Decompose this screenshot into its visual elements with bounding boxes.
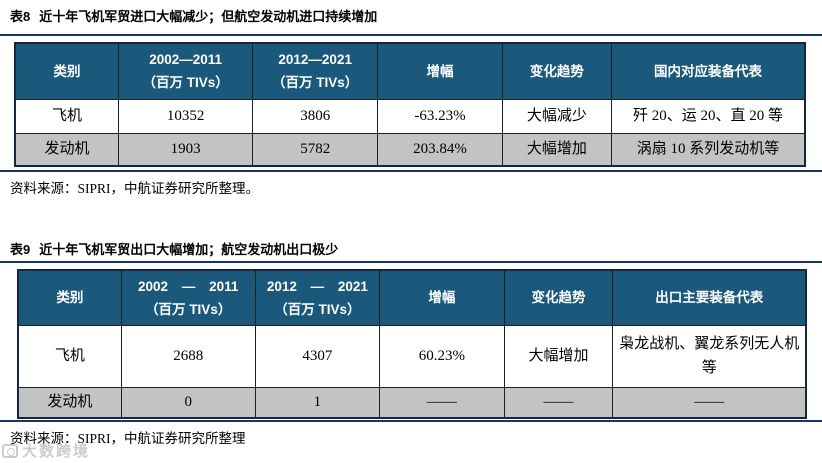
- table9-title-text: 近十年飞机军贸出口大幅增加；航空发动机出口极少: [39, 242, 339, 257]
- table8-title-label: 表8: [10, 9, 31, 24]
- table9-source: 资料来源：SIPRI，中航证券研究所整理: [10, 431, 246, 446]
- cell: 大幅增加: [503, 324, 614, 388]
- table8-header-equipment: 国内对应装备代表: [610, 42, 806, 100]
- divider-rule-top-table9: [0, 261, 822, 263]
- table8-header-2012-2021: 2012—2021 （百万 TIVs）: [252, 42, 379, 100]
- table9-header-change: 增幅: [379, 269, 505, 326]
- table9-title-label: 表9: [10, 242, 31, 257]
- divider-rule-bottom-table8: [0, 170, 822, 172]
- cell: 发动机: [17, 386, 122, 419]
- cell: 203.84%: [377, 132, 503, 167]
- cell: 大幅减少: [501, 98, 612, 134]
- table8-header-trend: 变化趋势: [501, 42, 612, 100]
- cell: 飞机: [17, 324, 122, 388]
- table8-source: 资料来源：SIPRI，中航证券研究所整理。: [10, 181, 260, 196]
- table8-row-engine: 发动机 1903 5782 203.84% 大幅增加 涡扇 10 系列发动机等: [14, 132, 806, 167]
- table9-header-2012-2021: 2012 — 2021 （百万 TIVs）: [254, 269, 381, 326]
- cell: 大幅增加: [501, 132, 612, 167]
- cell: 1903: [117, 132, 254, 167]
- divider-rule-top-table8: [0, 34, 822, 36]
- table8-header-row: 类别 2002—2011 （百万 TIVs） 2012—2021 （百万 TIV…: [14, 42, 806, 100]
- cell: ——: [612, 386, 807, 419]
- cell: 5782: [252, 132, 379, 167]
- table8-row-aircraft: 飞机 10352 3806 -63.23% 大幅减少 歼 20、运 20、直 2…: [14, 98, 806, 134]
- table9-header-trend: 变化趋势: [503, 269, 614, 326]
- table8: 类别 2002—2011 （百万 TIVs） 2012—2021 （百万 TIV…: [14, 42, 806, 167]
- table8-title-text: 近十年飞机军贸进口大幅减少；但航空发动机进口持续增加: [39, 9, 378, 24]
- table9-title: 表9 近十年飞机军贸出口大幅增加；航空发动机出口极少: [10, 241, 812, 258]
- table9-header-equipment: 出口主要装备代表: [612, 269, 807, 326]
- table9-row-aircraft: 飞机 2688 4307 60.23% 大幅增加 枭龙战机、翼龙系列无人机等: [17, 324, 807, 388]
- table8-header-category: 类别: [14, 42, 119, 100]
- table9-header-row: 类别 2002 — 2011 （百万 TIVs） 2012 — 2021 （百万…: [17, 269, 807, 326]
- cell: ——: [379, 386, 505, 419]
- table8-header-change: 增幅: [377, 42, 503, 100]
- cell: -63.23%: [377, 98, 503, 134]
- cell: 3806: [252, 98, 379, 134]
- cell: 2688: [120, 324, 256, 388]
- table9: 类别 2002 — 2011 （百万 TIVs） 2012 — 2021 （百万…: [17, 269, 807, 419]
- table9-row-engine: 发动机 0 1 —— —— ——: [17, 386, 807, 419]
- cell: 60.23%: [379, 324, 505, 388]
- cell: 枭龙战机、翼龙系列无人机等: [612, 324, 807, 388]
- cell: 歼 20、运 20、直 20 等: [610, 98, 806, 134]
- cell: 4307: [254, 324, 381, 388]
- cell: 0: [120, 386, 256, 419]
- table8-header-2002-2011: 2002—2011 （百万 TIVs）: [117, 42, 254, 100]
- cell: 发动机: [14, 132, 119, 167]
- cell: ——: [503, 386, 614, 419]
- cell: 飞机: [14, 98, 119, 134]
- divider-rule-bottom-table9: [0, 420, 822, 422]
- table9-header-2002-2011: 2002 — 2011 （百万 TIVs）: [120, 269, 256, 326]
- cell: 1: [254, 386, 381, 419]
- table9-header-category: 类别: [17, 269, 122, 326]
- table8-title: 表8 近十年飞机军贸进口大幅减少；但航空发动机进口持续增加: [10, 8, 812, 25]
- cell: 10352: [117, 98, 254, 134]
- cell: 涡扇 10 系列发动机等: [610, 132, 806, 167]
